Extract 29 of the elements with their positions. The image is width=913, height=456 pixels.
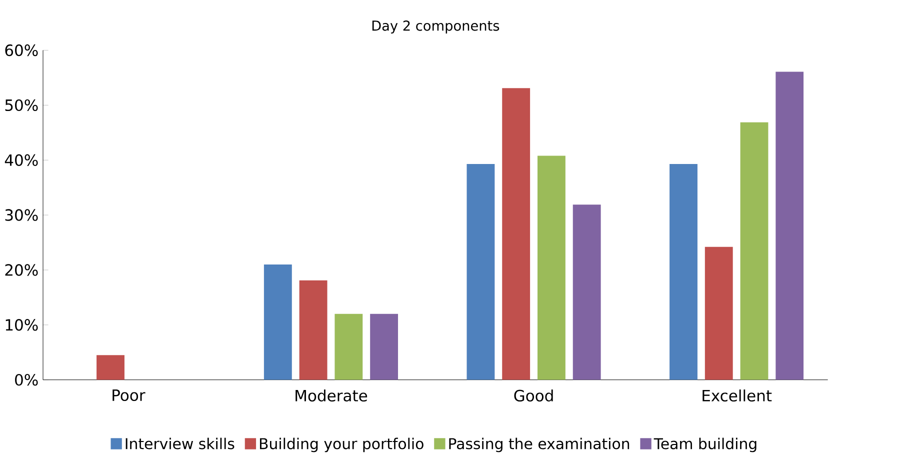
y-tick-label: 30% [5, 209, 38, 221]
y-tick-label: 0% [15, 374, 38, 386]
bar [776, 72, 804, 380]
bar [740, 122, 768, 380]
legend-label: Passing the examination [449, 438, 630, 452]
bar [466, 164, 495, 380]
y-tick-label: 10% [6, 319, 38, 331]
y-tick-label: 50% [5, 99, 38, 112]
y-tick-label: 60% [5, 44, 38, 56]
legend-label: Interview skills [126, 438, 234, 450]
bar [370, 314, 398, 380]
y-tick-label: 20% [5, 264, 38, 276]
x-tick-label: Good [514, 390, 553, 402]
legend-label: Building your portfolio [260, 438, 424, 452]
bar [538, 156, 566, 380]
bar [670, 164, 698, 380]
bar [299, 280, 328, 380]
bar [704, 246, 733, 380]
bar [334, 314, 363, 380]
x-tick-label: Poor [112, 390, 146, 402]
bar [96, 355, 124, 380]
chart-title: Day 2 components [372, 20, 500, 34]
bar [264, 264, 292, 380]
legend-label: Team building [654, 438, 756, 452]
bar [502, 88, 530, 380]
y-tick-label: 40% [4, 154, 38, 166]
bar [572, 204, 601, 380]
x-tick-label: Excellent [702, 390, 772, 402]
x-tick-label: Moderate [296, 390, 368, 402]
